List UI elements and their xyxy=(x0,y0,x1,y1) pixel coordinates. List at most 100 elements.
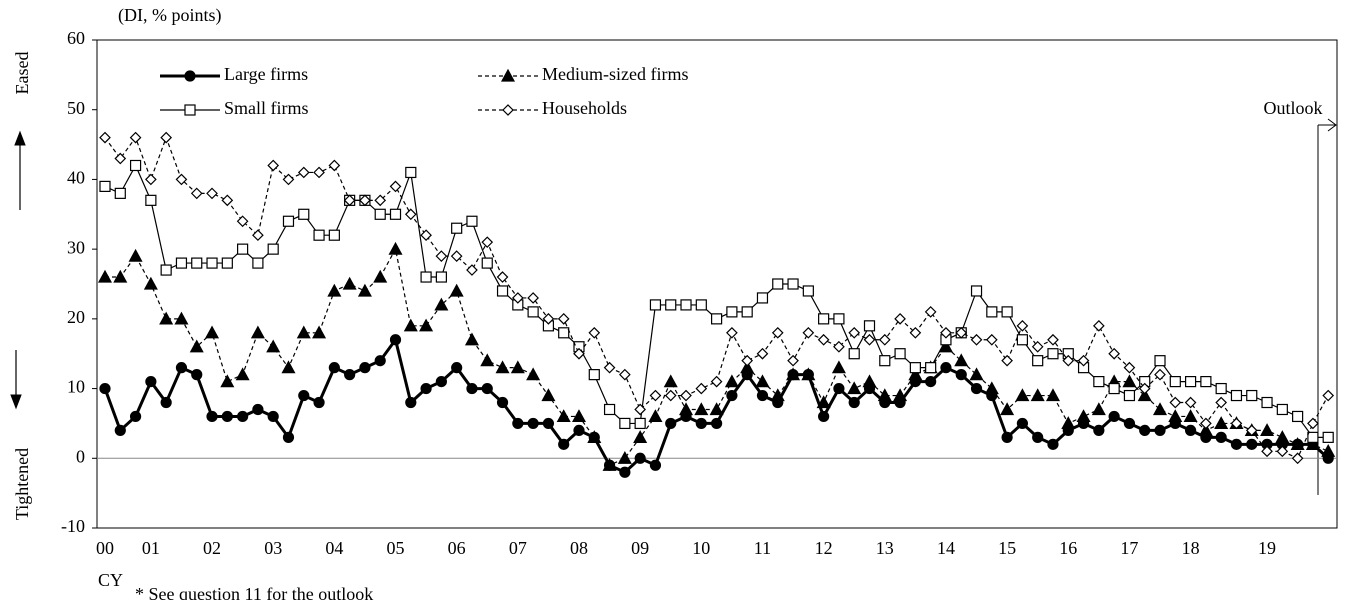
point xyxy=(359,194,371,207)
point xyxy=(1184,424,1197,436)
point xyxy=(435,376,447,388)
point xyxy=(1093,424,1105,436)
point xyxy=(1276,403,1288,416)
x-tick-label: 14 xyxy=(937,538,955,558)
point xyxy=(1200,417,1212,430)
point xyxy=(955,369,967,381)
point xyxy=(99,131,111,144)
point xyxy=(1169,396,1182,409)
point xyxy=(787,278,799,290)
point xyxy=(1001,354,1013,367)
point xyxy=(160,396,172,409)
point xyxy=(1183,409,1198,423)
point xyxy=(420,229,432,242)
point xyxy=(221,410,233,423)
point xyxy=(587,430,602,443)
point xyxy=(466,264,478,276)
point xyxy=(726,326,738,339)
point xyxy=(558,438,570,450)
point xyxy=(175,362,188,374)
point xyxy=(663,374,678,388)
point xyxy=(235,367,250,381)
point xyxy=(328,362,340,374)
point xyxy=(403,318,418,332)
point xyxy=(145,376,157,388)
point xyxy=(1108,382,1120,395)
point xyxy=(190,187,203,200)
legend-marker xyxy=(184,104,196,116)
point xyxy=(296,325,311,339)
y-tick-label: 30 xyxy=(67,237,85,257)
point xyxy=(1184,396,1197,409)
point xyxy=(648,409,663,423)
point xyxy=(1214,416,1229,430)
point xyxy=(343,194,356,207)
point xyxy=(603,403,616,416)
point xyxy=(772,278,784,290)
point xyxy=(1215,396,1228,409)
point xyxy=(1047,348,1059,360)
x-tick-label: 12 xyxy=(815,538,833,558)
point xyxy=(602,458,617,471)
point xyxy=(389,180,402,193)
point xyxy=(313,396,325,409)
point xyxy=(1321,444,1336,457)
point xyxy=(374,208,386,220)
legend-marker xyxy=(184,70,196,82)
point xyxy=(297,166,310,179)
point xyxy=(510,360,525,374)
point xyxy=(833,340,845,353)
point xyxy=(1047,438,1059,450)
point xyxy=(710,375,723,388)
point xyxy=(558,327,570,339)
x-tick-label: 13 xyxy=(876,538,894,558)
point xyxy=(619,417,631,430)
point xyxy=(1032,431,1044,443)
point xyxy=(174,311,189,325)
point xyxy=(724,374,739,388)
x-tick-label: 08 xyxy=(570,538,588,558)
point xyxy=(1108,410,1120,423)
point xyxy=(189,339,204,353)
point xyxy=(726,306,738,318)
x-tick-label: 03 xyxy=(264,538,282,558)
point xyxy=(680,299,692,311)
point xyxy=(160,131,173,144)
point xyxy=(129,131,142,144)
point xyxy=(755,374,770,388)
point xyxy=(787,354,799,367)
point xyxy=(1230,438,1243,450)
point xyxy=(588,369,600,381)
point xyxy=(206,187,218,200)
point xyxy=(1108,347,1120,360)
x-tick-label: 07 xyxy=(509,538,527,558)
point xyxy=(878,333,891,346)
x-tick-label: 09 xyxy=(631,538,649,558)
legend-marker xyxy=(500,68,516,82)
point xyxy=(818,410,830,423)
point xyxy=(1061,416,1076,430)
point xyxy=(129,410,142,423)
point xyxy=(451,222,463,234)
point xyxy=(1292,410,1304,423)
point xyxy=(1138,382,1151,395)
point xyxy=(817,333,830,346)
point xyxy=(206,257,218,269)
point xyxy=(1169,376,1181,388)
legend-label: Households xyxy=(542,98,627,118)
point xyxy=(756,389,769,402)
point xyxy=(1246,438,1258,450)
point xyxy=(556,409,571,423)
point xyxy=(862,374,877,388)
point xyxy=(665,299,677,311)
point xyxy=(342,276,357,290)
point xyxy=(1246,389,1258,402)
point xyxy=(634,452,646,464)
point xyxy=(1276,445,1289,458)
point xyxy=(267,159,280,172)
legend-label: Medium-sized firms xyxy=(542,64,688,84)
point xyxy=(1000,402,1015,416)
point xyxy=(1016,319,1029,332)
point xyxy=(1062,354,1075,367)
